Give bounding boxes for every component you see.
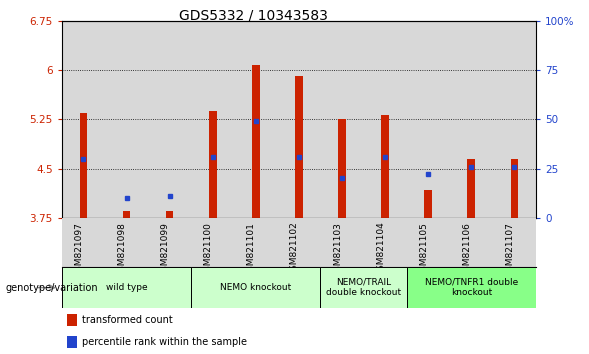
Bar (62, 218, 105, 267)
Bar (123, 211, 130, 218)
Bar (493, 21, 536, 218)
Bar (295, 76, 303, 218)
Text: GSM821103: GSM821103 (333, 222, 342, 276)
Text: transformed count: transformed count (82, 315, 173, 325)
Bar (191, 21, 234, 218)
Text: NEMO/TRAIL
double knockout: NEMO/TRAIL double knockout (326, 278, 401, 297)
Text: GDS5332 / 10343583: GDS5332 / 10343583 (179, 9, 327, 23)
Bar (406, 218, 450, 267)
Bar (105, 218, 148, 267)
Bar (381, 115, 389, 218)
FancyBboxPatch shape (62, 267, 191, 308)
FancyBboxPatch shape (191, 267, 320, 308)
Bar (468, 159, 475, 218)
Text: GSM821099: GSM821099 (161, 222, 170, 276)
Text: wild type: wild type (105, 283, 147, 292)
Bar (511, 159, 518, 218)
Bar (493, 218, 536, 267)
Text: GSM821106: GSM821106 (462, 222, 471, 276)
FancyBboxPatch shape (406, 267, 536, 308)
Bar (148, 218, 191, 267)
Bar (105, 21, 148, 218)
Bar (166, 211, 174, 218)
Bar (148, 21, 191, 218)
Bar (363, 21, 406, 218)
Bar (62, 21, 105, 218)
Bar (209, 111, 217, 218)
Bar (406, 21, 450, 218)
Bar (320, 21, 363, 218)
Bar (320, 218, 363, 267)
Bar (450, 21, 493, 218)
Bar (450, 218, 493, 267)
Text: GSM821101: GSM821101 (247, 222, 256, 276)
Bar (252, 65, 260, 218)
Text: GSM821105: GSM821105 (419, 222, 428, 276)
Bar (338, 120, 346, 218)
Text: GSM821104: GSM821104 (376, 222, 385, 276)
Text: GSM821102: GSM821102 (290, 222, 299, 276)
Text: genotype/variation: genotype/variation (6, 283, 98, 293)
Text: GSM821107: GSM821107 (505, 222, 514, 276)
Text: NEMO/TNFR1 double
knockout: NEMO/TNFR1 double knockout (425, 278, 518, 297)
Bar (424, 189, 432, 218)
Bar (277, 21, 320, 218)
Text: GSM821098: GSM821098 (117, 222, 127, 276)
Text: NEMO knockout: NEMO knockout (220, 283, 292, 292)
Text: GSM821097: GSM821097 (74, 222, 84, 276)
Bar (67, 314, 77, 326)
Bar (363, 218, 406, 267)
Bar (80, 113, 87, 218)
Text: percentile rank within the sample: percentile rank within the sample (82, 337, 247, 347)
Bar (67, 336, 77, 348)
Bar (191, 218, 234, 267)
Text: GSM821100: GSM821100 (204, 222, 213, 276)
Bar (234, 21, 277, 218)
Bar (234, 218, 277, 267)
FancyBboxPatch shape (320, 267, 406, 308)
Bar (277, 218, 320, 267)
